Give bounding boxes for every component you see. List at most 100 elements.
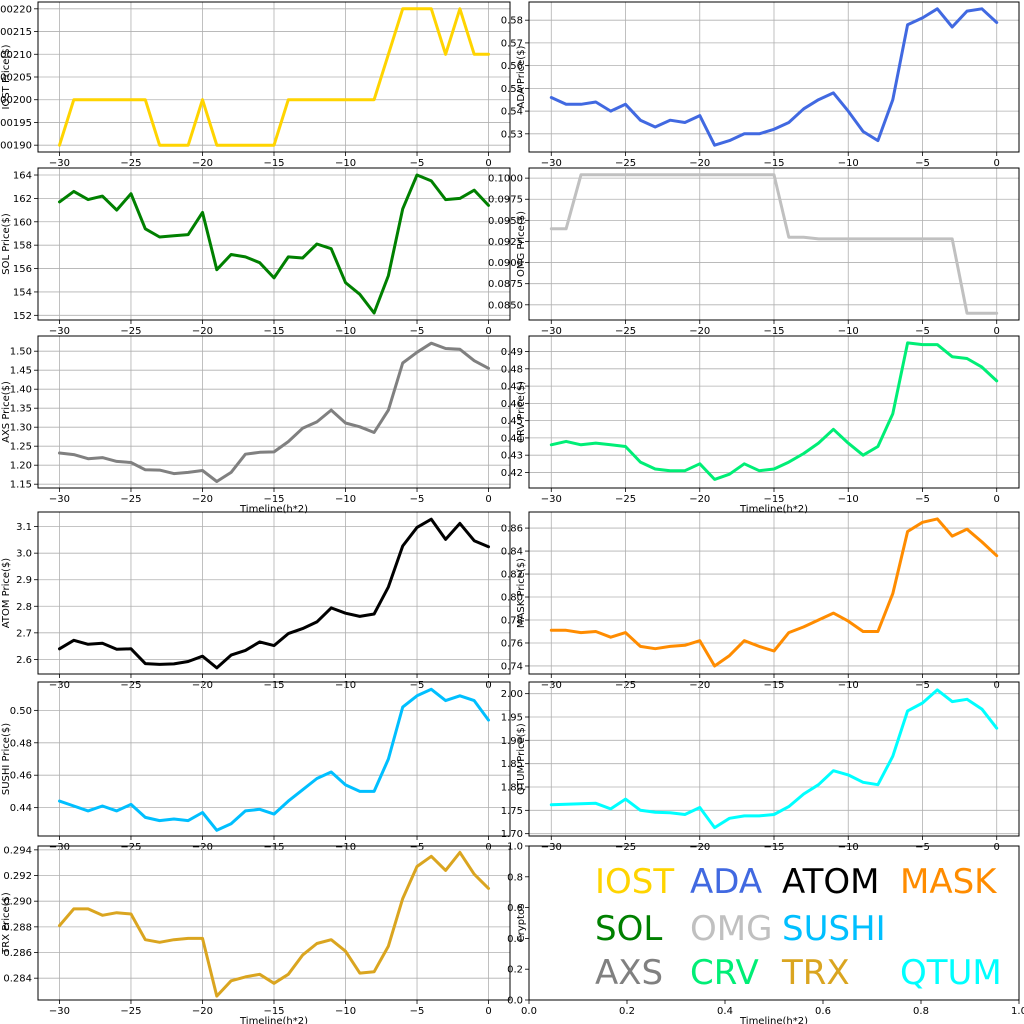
- y-tick-label: 0.53: [501, 129, 523, 140]
- y-tick-label: 1.50: [10, 347, 32, 358]
- x-tick-label: −15: [763, 158, 784, 169]
- y-tick-label: 0.4: [507, 934, 523, 945]
- y-tick-label: 1.15: [10, 480, 32, 491]
- y-tick-label: 2.6: [16, 655, 32, 666]
- series-line-atom: [58, 517, 490, 670]
- x-tick-label: −5: [410, 1006, 425, 1017]
- panel-legend: 0.0 0.2 0.4 0.6 0.8 1.0 0.0 0.2 0.4 0.6 0.8 1.0 Cryp…: [507, 842, 1024, 1024]
- x-tick-label: 0.8: [913, 1006, 929, 1017]
- x-tick-label: 1.0: [1011, 1006, 1024, 1017]
- x-tick-label: 0: [994, 326, 1000, 337]
- x-tick-label: −15: [263, 326, 284, 337]
- x-tick-label: −20: [192, 158, 213, 169]
- y-tick-label: 1.45: [10, 366, 32, 377]
- panel-sushi: −30−25−20−15−10−500.440.460.480.50SUSHI …: [1, 681, 511, 853]
- y-tick-label: 0.58: [501, 16, 523, 27]
- x-tick-label: −10: [838, 158, 859, 169]
- y-axis-label: SOL Price($): [1, 213, 12, 275]
- x-tick-label: 0.6: [815, 1006, 831, 1017]
- x-tick-label: −15: [763, 494, 784, 505]
- x-tick-label: −5: [410, 494, 425, 505]
- legend-word-sol: SOL: [595, 909, 662, 949]
- x-tick-label: −30: [49, 158, 70, 169]
- x-tick-label: −20: [192, 1006, 213, 1017]
- y-tick-label: 0.00195: [0, 118, 32, 129]
- y-tick-label: 154: [13, 287, 32, 298]
- legend-word-atom: ATOM: [782, 862, 879, 902]
- panel-ada: −30 −25 −20 −15 −10 −5 0 0.53 0.54 0.55 0.56 0.57 0.…: [501, 1, 1020, 169]
- panel-trx: −30 −25 −20 −15 −10 −5 0 0.284 0.286 0.288 0.290 0.…: [1, 845, 511, 1024]
- y-tick-label: 0.84: [501, 547, 523, 558]
- panel-omg: −30 −25 −20 −15 −10 −5 0 0.0850 0.0875 0.0900 0.09…: [488, 167, 1020, 337]
- axes-frame: [528, 845, 1020, 1001]
- x-tick-label: −25: [120, 326, 141, 337]
- x-tick-label: −25: [615, 326, 636, 337]
- x-tick-label: −15: [763, 842, 784, 853]
- y-tick-label: 1.95: [501, 713, 523, 724]
- x-tick-label: −25: [615, 494, 636, 505]
- y-tick-label: 0.43: [501, 451, 523, 462]
- y-tick-label: 0.00220: [0, 4, 32, 15]
- y-tick-label: 1.85: [501, 759, 523, 770]
- y-tick-label: 0.49: [501, 347, 523, 358]
- x-tick-label: −25: [615, 842, 636, 853]
- y-axis-label: IOST Price($): [1, 44, 12, 109]
- y-axis-label: TRX Price($): [1, 892, 12, 955]
- y-axis-label: CRV Price($): [516, 381, 527, 443]
- x-tick-label: 0: [485, 158, 491, 169]
- x-tick-label: −10: [838, 842, 859, 853]
- axes-frame: [528, 1, 1020, 153]
- x-axis-label: Timeline(h*2): [239, 504, 308, 515]
- axes-frame: [528, 167, 1020, 321]
- x-tick-label: −30: [541, 158, 562, 169]
- y-tick-label: 1.25: [10, 442, 32, 453]
- axes-frame: [37, 511, 511, 675]
- y-axis-label: SUSHI Price($): [1, 723, 12, 795]
- y-tick-label: 2.8: [16, 602, 32, 613]
- x-tick-label: −20: [192, 494, 213, 505]
- y-axis-label: Cryptos: [516, 904, 527, 943]
- y-tick-label: 1.20: [10, 461, 32, 472]
- y-tick-label: 1.0: [507, 842, 523, 853]
- y-tick-label: 0.00215: [0, 27, 32, 38]
- y-tick-label: 0.0975: [488, 195, 523, 206]
- legend-word-sushi: SUSHI: [782, 909, 886, 949]
- x-tick-label: −30: [49, 1006, 70, 1017]
- x-tick-label: −20: [689, 326, 710, 337]
- y-tick-label: 1.40: [10, 385, 32, 396]
- y-tick-label: 1.75: [501, 806, 523, 817]
- axes-frame: [528, 681, 1020, 837]
- x-tick-label: 0.2: [619, 1006, 635, 1017]
- axes-frame: [37, 845, 511, 1001]
- series-line-mask: [549, 517, 999, 668]
- panel-atom: −30−25−20−15−10−502.62.72.82.93.03.1ATOM…: [1, 511, 511, 691]
- y-tick-label: 0.80: [501, 593, 523, 604]
- y-tick-label: 0.00210: [0, 50, 32, 61]
- y-tick-label: 1.30: [10, 423, 32, 434]
- y-tick-label: 0.44: [10, 803, 32, 814]
- y-tick-label: 0.8: [507, 872, 523, 883]
- y-tick-label: 0.00200: [0, 95, 32, 106]
- y-axis-label: QTUM Price($): [516, 723, 527, 795]
- y-tick-label: 0.0: [507, 996, 523, 1007]
- y-axis-label: MASK Price($): [516, 558, 527, 628]
- panel-qtum: −30 −25 −20 −15 −10 −5 0 1.70 1.75 1.80 1.85 1.90 1.…: [501, 681, 1020, 853]
- y-tick-label: 2.00: [501, 689, 523, 700]
- y-tick-label: 0.0875: [488, 279, 523, 290]
- axes-frame: [528, 335, 1020, 489]
- y-tick-label: 3.0: [16, 549, 32, 560]
- x-tick-label: −15: [263, 494, 284, 505]
- x-tick-label: −25: [120, 1006, 141, 1017]
- x-tick-label: −10: [838, 494, 859, 505]
- y-tick-label: 3.1: [16, 522, 32, 533]
- x-tick-label: −20: [689, 158, 710, 169]
- y-tick-label: 0.286: [3, 948, 32, 959]
- axes-frame: [37, 335, 511, 489]
- y-tick-label: 1.90: [501, 736, 523, 747]
- x-tick-label: −30: [49, 326, 70, 337]
- x-tick-label: 0.0: [521, 1006, 537, 1017]
- y-tick-label: 0.74: [501, 661, 523, 672]
- y-tick-label: 0.57: [501, 38, 523, 49]
- y-tick-label: 0.54: [501, 107, 523, 118]
